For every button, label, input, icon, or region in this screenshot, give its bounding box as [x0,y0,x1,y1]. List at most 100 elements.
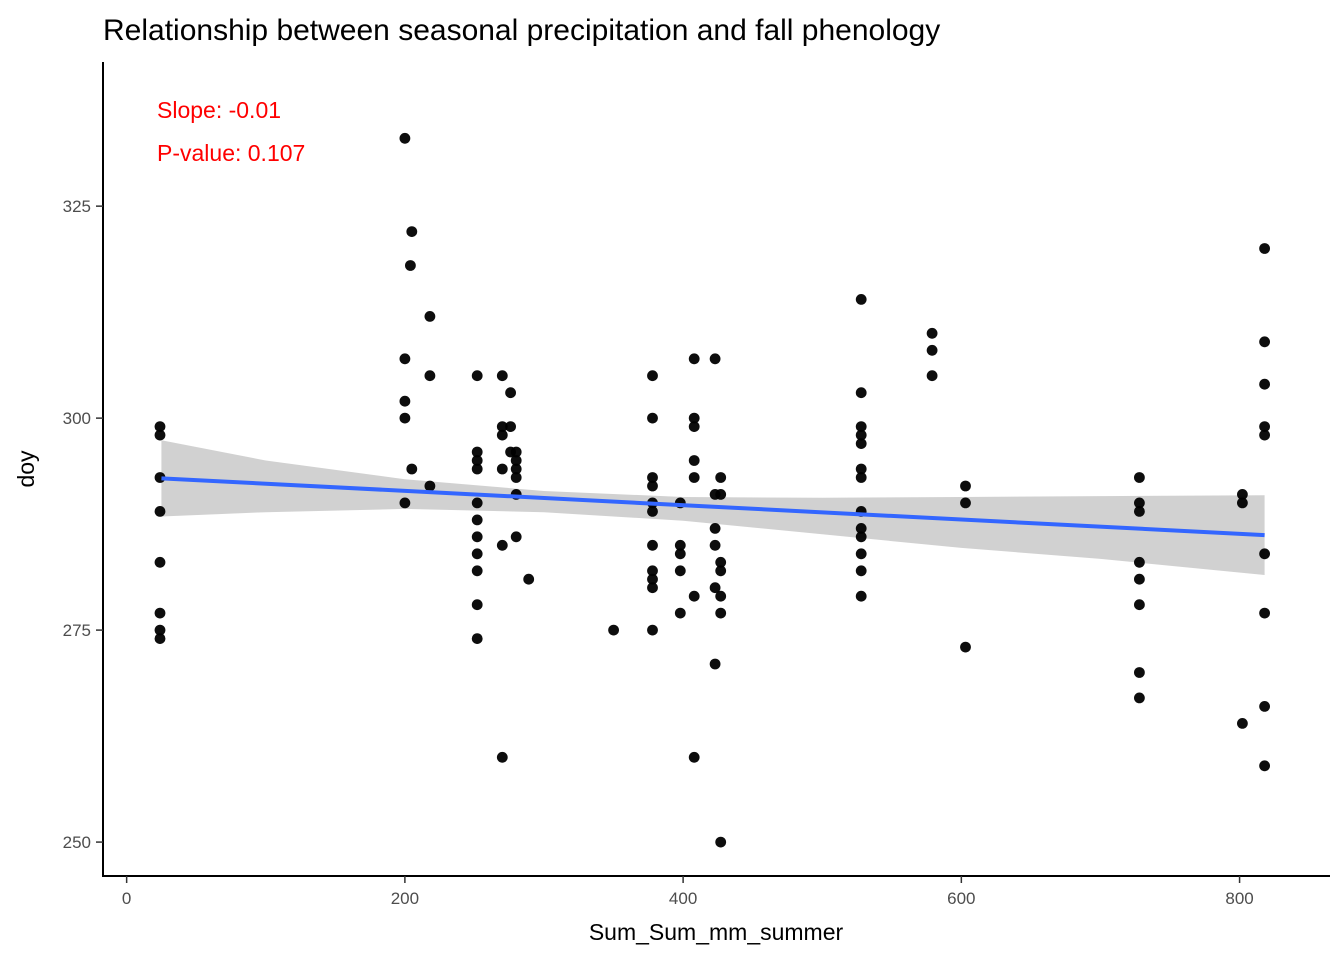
data-point [1259,336,1270,348]
data-point [505,421,516,432]
data-point [647,565,658,577]
data-point [399,132,411,144]
x-tick-label: 200 [391,889,419,908]
data-point [674,565,686,577]
data-point [154,633,166,644]
data-point [688,412,700,424]
data-point [855,523,867,534]
data-point [399,395,411,407]
data-point [471,531,483,543]
data-point [1134,692,1145,704]
data-point [471,455,483,466]
data-point [1259,429,1270,441]
data-point [399,497,411,509]
data-point [424,370,436,382]
x-tick-label: 600 [947,889,975,908]
x-axis-label: Sum_Sum_mm_summer [589,919,844,945]
y-tick-label: 300 [63,409,91,428]
data-point [608,624,619,636]
data-point [471,633,483,644]
data-point [715,565,727,577]
data-point [855,387,867,399]
data-point [926,370,938,382]
x-tick-label: 0 [122,889,131,908]
data-point [1237,497,1248,509]
data-point [709,523,721,534]
data-point [496,751,508,763]
data-point [715,836,727,848]
data-point [1134,472,1145,483]
data-point [960,480,971,492]
data-point [855,421,867,432]
data-point [1237,718,1248,729]
data-point [688,590,700,602]
data-point [647,480,658,492]
data-point [715,489,727,500]
x-tick-label: 400 [669,889,697,908]
data-point [471,548,483,560]
plot-area [154,132,1270,848]
data-point [1259,760,1270,772]
data-point [406,226,418,238]
data-point [471,514,483,526]
data-point [855,472,867,483]
data-point [154,607,166,619]
data-point [647,472,658,483]
data-point [855,438,867,449]
slope-annotation: Slope: -0.01 [157,97,281,123]
data-point [496,429,508,441]
data-point [1237,489,1248,500]
data-point [715,472,727,483]
data-point [496,370,508,382]
trend-line [161,476,1265,538]
data-point [709,539,721,551]
data-point [510,472,522,483]
data-point [1134,599,1145,611]
data-point [510,463,522,475]
data-point [688,353,700,365]
data-point [154,429,166,441]
data-point [523,573,535,585]
y-tick-label: 250 [63,833,91,852]
data-point [1134,556,1145,568]
data-point [496,539,508,551]
data-point [647,624,658,636]
data-point [471,565,483,577]
data-point [399,412,411,424]
p-value-annotation: P-value: 0.107 [157,140,305,166]
data-point [1134,667,1145,678]
data-point [647,539,658,551]
data-point [647,506,658,517]
x-tick-label: 800 [1225,889,1253,908]
data-point [1259,607,1270,619]
data-point [688,472,700,483]
data-point [510,531,522,543]
data-point [709,658,721,670]
data-point [1259,548,1270,560]
data-point [715,590,727,602]
data-point [496,421,508,432]
data-point [855,590,867,602]
y-axis-ticks: 250 275 300 325 [63,197,103,852]
data-point [674,607,686,619]
data-point [688,751,700,763]
data-point [1259,421,1270,432]
data-point [424,311,436,322]
data-point [471,463,483,475]
data-point [154,506,166,517]
data-point [709,353,721,365]
data-point [855,294,867,305]
y-axis-label: doy [13,450,39,488]
data-point [1134,506,1145,517]
data-point [855,429,867,441]
x-axis-ticks: 0 200 400 600 800 [122,876,1254,908]
data-point [154,556,166,568]
data-point [709,582,721,594]
data-point [960,497,971,509]
data-point [647,573,658,585]
data-point [647,412,658,424]
data-point [154,421,166,432]
data-point [496,463,508,475]
data-point [505,387,516,399]
